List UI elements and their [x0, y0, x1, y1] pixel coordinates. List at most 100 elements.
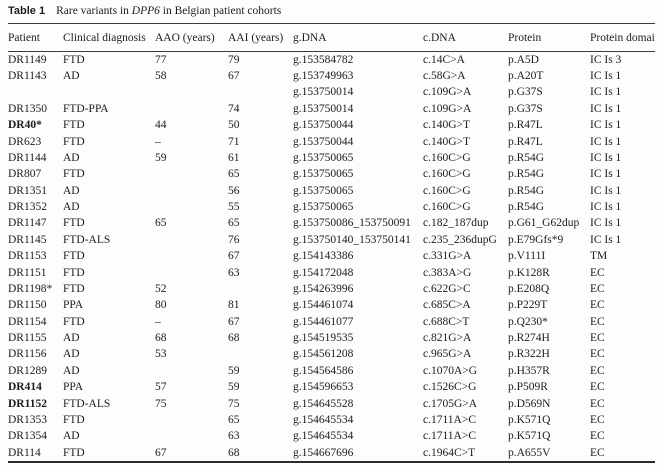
- cell-cdna: c.1070A>G: [423, 364, 478, 377]
- table-row: DR1154 FTD – 67 g.154461077 c.688C>T p.Q230* EC: [8, 314, 655, 330]
- cell-diagnosis: FTD: [63, 53, 85, 66]
- cell-patient: DR1351: [8, 184, 47, 197]
- cell-diagnosis: AD: [63, 184, 80, 197]
- cell-diagnosis: AD: [63, 430, 80, 443]
- cell-aao: 75: [155, 397, 167, 410]
- cell-patient: DR1352: [8, 201, 47, 214]
- cell-domain: EC: [590, 332, 605, 345]
- table-row: DR1353 FTD 65 g.154645534 c.1711A>C p.K571Q EC: [8, 412, 655, 428]
- cell-protein: p.G61_G62dup: [508, 217, 580, 230]
- cell-aai: 65: [228, 413, 240, 426]
- table-row: DR1149 FTD 77 79 g.153584782 c.14C>A p.A5D IC I…: [8, 52, 655, 69]
- cell-aao: [155, 265, 228, 281]
- cell-diagnosis: AD: [63, 70, 80, 83]
- cell-protein: p.R54G: [508, 168, 545, 181]
- cell-aao: 58: [155, 70, 167, 83]
- cell-diagnosis: PPA: [63, 381, 84, 394]
- cell-aao: [155, 199, 228, 215]
- cell-domain: EC: [590, 446, 605, 459]
- cell-gdna: g.154667696: [293, 446, 354, 459]
- cell-patient: DR623: [8, 135, 42, 148]
- cell-protein: p.E79Gfs*9: [508, 233, 564, 246]
- cell-patient: DR1289: [8, 364, 47, 377]
- table-number-label: Table 1: [8, 5, 46, 17]
- column-header-cdna: c.DNA: [423, 23, 508, 52]
- cell-protein: p.P229T: [508, 299, 548, 312]
- cell-domain: IC Is 1: [590, 233, 622, 246]
- cell-aai: 59: [228, 381, 240, 394]
- cell-domain: IC Is 1: [590, 217, 622, 230]
- cell-patient: DR114: [8, 446, 41, 459]
- cell-domain: IC Is 1: [590, 119, 622, 132]
- table-caption: Table 1 Rare variants in DPP6 in Belgian …: [8, 4, 655, 19]
- cell-aao: [155, 167, 228, 183]
- cell-aai: 67: [228, 70, 240, 83]
- cell-gdna: g.154645528: [293, 397, 354, 410]
- cell-cdna: c.14C>A: [423, 53, 465, 66]
- cell-aai: 50: [228, 119, 240, 132]
- table-row: DR1156 AD 53 g.154561208 c.965G>A p.R322H EC: [8, 347, 655, 363]
- cell-aao: 57: [155, 381, 167, 394]
- cell-diagnosis: FTD-ALS: [63, 397, 111, 410]
- cell-aai: 74: [228, 102, 240, 115]
- cell-cdna: c.140G>T: [423, 135, 471, 148]
- cell-cdna: c.688C>T: [423, 315, 470, 328]
- cell-protein: p.K571Q: [508, 413, 551, 426]
- cell-domain: IC Is 1: [590, 102, 622, 115]
- cell-cdna: c.1526C>G: [423, 381, 477, 394]
- cell-patient: DR1152: [8, 397, 47, 410]
- cell-protein: p.R54G: [508, 151, 545, 164]
- cell-aai: 76: [228, 233, 240, 246]
- cell-patient: DR40*: [8, 119, 42, 132]
- cell-cdna: c.235_236dupG: [423, 233, 497, 246]
- cell-domain: IC Is 1: [590, 168, 622, 181]
- cell-cdna: c.140G>T: [423, 119, 471, 132]
- cell-domain: TM: [590, 250, 608, 263]
- cell-aai: [228, 281, 293, 297]
- cell-aao: [155, 232, 228, 248]
- cell-gdna: g.153750044: [293, 135, 354, 148]
- cell-patient: DR1353: [8, 413, 47, 426]
- cell-diagnosis: FTD: [63, 119, 85, 132]
- table-row: DR114 FTD 67 68 g.154667696 c.1964C>T p.A655V E…: [8, 445, 655, 462]
- cell-aai: 55: [228, 201, 240, 214]
- cell-patient: DR1350: [8, 102, 47, 115]
- cell-domain: EC: [590, 397, 605, 410]
- cell-aao: 77: [155, 53, 167, 66]
- cell-domain: IC Is 1: [590, 151, 622, 164]
- column-header-protein-domain: Protein domain: [590, 23, 655, 52]
- table-row: DR1354 AD 63 g.154645534 c.1711A>C p.K571Q EC: [8, 429, 655, 445]
- cell-cdna: c.182_187dup: [423, 217, 489, 230]
- cell-protein: p.R322H: [508, 348, 550, 361]
- cell-gdna: g.154519535: [293, 332, 354, 345]
- cell-patient: DR1153: [8, 250, 47, 263]
- cell-patient: DR1154: [8, 315, 47, 328]
- cell-diagnosis: FTD: [63, 168, 85, 181]
- cell-aai: 68: [228, 446, 240, 459]
- cell-protein: p.R54G: [508, 201, 545, 214]
- cell-domain: IC Is 1: [590, 86, 622, 99]
- cell-domain: EC: [590, 430, 605, 443]
- cell-gdna: g.154461077: [293, 315, 354, 328]
- cell-aao: [155, 363, 228, 379]
- cell-protein: p.R47L: [508, 135, 543, 148]
- cell-domain: EC: [590, 266, 605, 279]
- cell-protein: p.K571Q: [508, 430, 551, 443]
- table-row: DR1155 AD 68 68 g.154519535 c.821G>A p.R274H EC: [8, 330, 655, 346]
- table-body: DR1149 FTD 77 79 g.153584782 c.14C>A p.A5D IC I…: [8, 52, 655, 463]
- cell-diagnosis: PPA: [63, 299, 84, 312]
- cell-gdna: g.154263996: [293, 282, 354, 295]
- cell-domain: EC: [590, 282, 605, 295]
- cell-aao: [155, 101, 228, 117]
- cell-aao: [155, 429, 228, 445]
- cell-domain: IC Is 3: [590, 53, 622, 66]
- cell-gdna: g.154564586: [293, 364, 354, 377]
- cell-aao: [155, 249, 228, 265]
- cell-gdna: g.153584782: [293, 53, 354, 66]
- cell-diagnosis: FTD: [63, 217, 85, 230]
- cell-gdna: g.153750140_153750141: [293, 233, 411, 246]
- cell-domain: EC: [590, 315, 605, 328]
- cell-diagnosis: FTD: [63, 315, 85, 328]
- caption-text-pre: Rare variants in: [56, 5, 132, 17]
- cell-domain: EC: [590, 364, 605, 377]
